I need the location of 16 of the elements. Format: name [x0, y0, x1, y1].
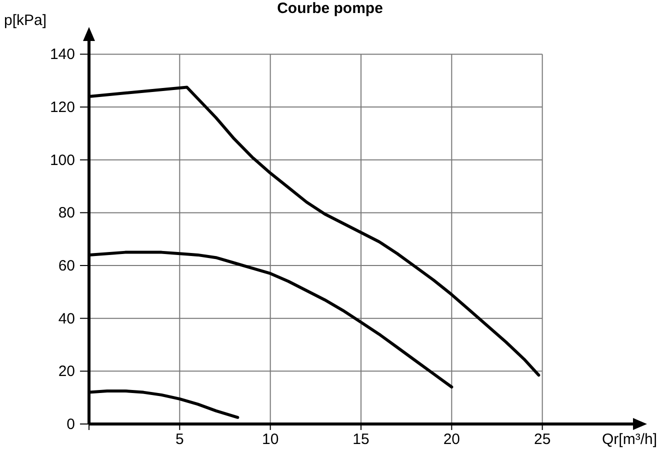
x-tick-label: 15 — [352, 431, 370, 448]
y-tick-label: 60 — [58, 258, 75, 275]
x-tick-label: 10 — [262, 431, 279, 448]
x-tick-label: 25 — [534, 431, 551, 448]
y-tick-label: 120 — [50, 99, 75, 116]
x-tick-label: 20 — [443, 431, 460, 448]
y-tick-label: 80 — [58, 204, 75, 222]
y-tick-label: 140 — [50, 46, 75, 64]
y-tick-label: 100 — [50, 152, 75, 169]
y-tick-label: 40 — [58, 310, 75, 328]
y-tick-label: 20 — [58, 363, 75, 380]
x-tick-label: 5 — [175, 431, 184, 448]
x-axis-title: Qr[m³/h] — [602, 431, 657, 448]
y-tick-label: 0 — [66, 416, 75, 433]
y-axis-title: p[kPa] — [4, 12, 47, 29]
chart-title: Courbe pompe — [277, 0, 383, 17]
